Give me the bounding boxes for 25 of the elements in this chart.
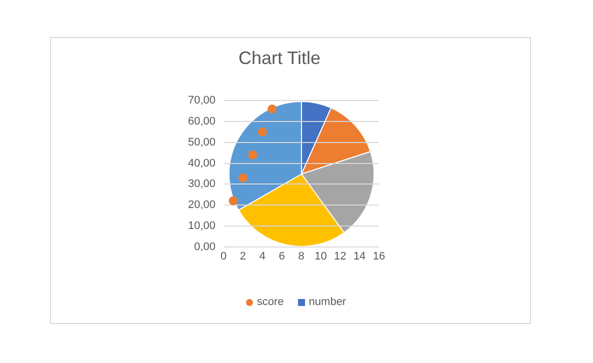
y-tick-label: 30,00 (188, 178, 216, 190)
x-tick-label: 6 (278, 250, 285, 262)
x-tick-label: 2 (240, 250, 246, 262)
y-tick-label: 40,00 (188, 157, 216, 170)
point (258, 127, 267, 136)
x-tick-label: 4 (259, 250, 266, 262)
y-tick-label: 10,00 (188, 220, 216, 232)
point (248, 150, 258, 160)
x-tick-label: 10 (314, 250, 327, 262)
legend-label: score (256, 296, 284, 308)
x-tick-label: 8 (298, 250, 304, 262)
y-tick-label: 70,00 (188, 94, 216, 107)
y-tick-label: 0,00 (194, 240, 216, 253)
point (228, 196, 238, 206)
point (268, 104, 277, 114)
point (238, 173, 248, 182)
y-tick-label: 60,00 (188, 116, 216, 128)
y-tick-label: 20,00 (188, 199, 216, 212)
chart-title: Chart Title (238, 48, 321, 68)
x-tick-label: 0 (220, 250, 227, 262)
y-tick-label: 50,00 (188, 136, 216, 148)
x-tick-label: 12 (334, 250, 346, 262)
x-tick-label: 14 (353, 250, 366, 262)
x-tick-label: 16 (372, 250, 386, 262)
legend-label: number (308, 296, 346, 308)
